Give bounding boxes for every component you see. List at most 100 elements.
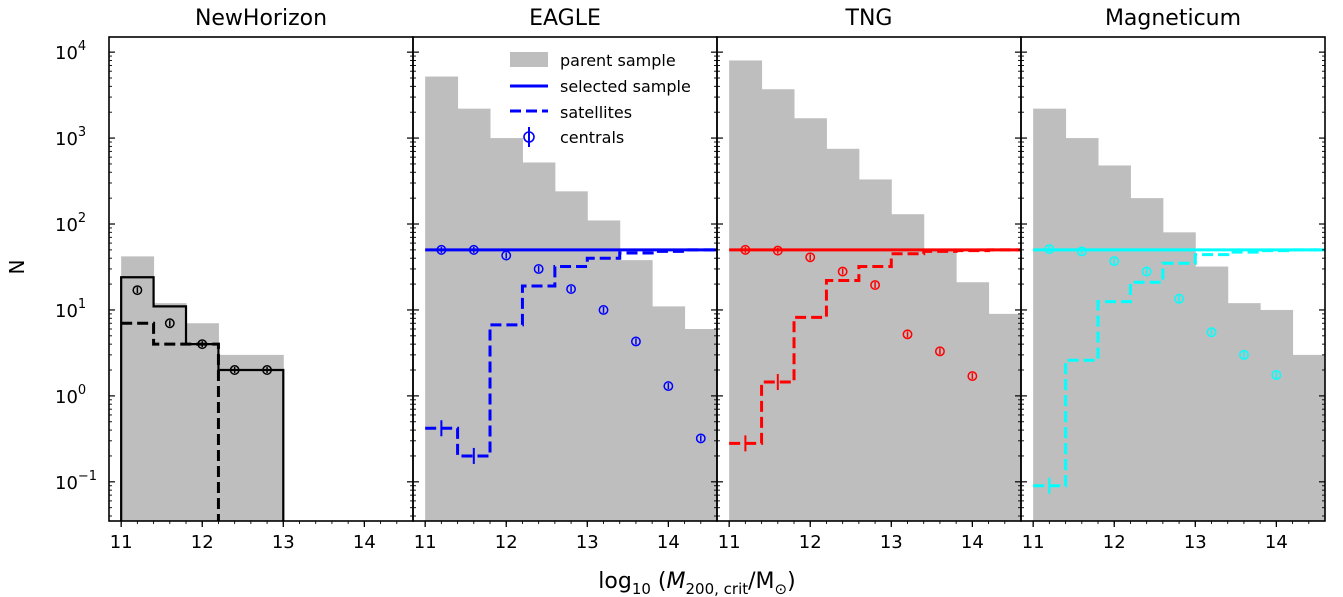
y-tick-label: 10−1 bbox=[55, 469, 97, 494]
parent-sample-bar bbox=[619, 260, 653, 521]
parent-sample-bar bbox=[1033, 108, 1067, 521]
x-tick-label: 12 bbox=[495, 532, 518, 553]
parent-sample-bar bbox=[1292, 354, 1326, 521]
y-tick-label: 100 bbox=[55, 383, 86, 408]
panel-title: TNG bbox=[845, 6, 893, 31]
parent-sample-bar bbox=[1260, 309, 1294, 521]
x-tick-label: 12 bbox=[1103, 532, 1126, 553]
central-marker bbox=[1238, 349, 1249, 360]
legend-parent-label: parent sample bbox=[560, 51, 676, 70]
parent-sample-bar bbox=[1195, 266, 1229, 521]
x-tick-label: 14 bbox=[961, 532, 984, 553]
central-marker bbox=[1206, 327, 1217, 338]
panel-title: Magneticum bbox=[1105, 6, 1241, 31]
x-axis-label: log10 (M200, crit/M⊙) bbox=[598, 569, 795, 597]
parent-sample-bar bbox=[761, 89, 795, 521]
panel-magneticum: Magneticum 11 12 13 14 bbox=[1020, 6, 1326, 553]
central-marker bbox=[870, 280, 881, 290]
satellites-line bbox=[121, 321, 220, 521]
y-tick-label: 104 bbox=[55, 39, 86, 64]
parent-sample-bar bbox=[587, 220, 621, 522]
panel-title: NewHorizon bbox=[195, 6, 327, 31]
parent-sample-bar bbox=[956, 282, 990, 521]
central-marker bbox=[1109, 256, 1120, 267]
central-marker bbox=[837, 266, 848, 277]
parent-sample-bar bbox=[425, 76, 459, 522]
legend: parent sample selected sample satellites… bbox=[510, 51, 691, 147]
central-marker bbox=[1076, 246, 1087, 257]
panels: NewHorizon 11 12 13 14 104 103 102 101 100 10−1 EAG… bbox=[55, 6, 1326, 553]
x-tick-label: 13 bbox=[272, 532, 295, 553]
central-marker bbox=[934, 346, 945, 357]
parent-sample-bar bbox=[826, 148, 860, 521]
satellites-line bbox=[1033, 248, 1325, 488]
parent-sample-bar bbox=[250, 354, 284, 521]
central-marker bbox=[1174, 293, 1185, 304]
parent-sample-bar bbox=[522, 162, 556, 522]
central-marker bbox=[1141, 266, 1152, 277]
parent-sample-bar bbox=[1162, 232, 1196, 521]
legend-selected-label: selected sample bbox=[560, 77, 691, 96]
central-marker bbox=[967, 371, 978, 382]
central-marker bbox=[533, 263, 544, 274]
y-axis-label: N bbox=[5, 260, 29, 275]
central-marker bbox=[598, 304, 609, 315]
central-marker bbox=[740, 244, 751, 255]
parent-sample-bar bbox=[218, 354, 252, 521]
panel-newhorizon: NewHorizon 11 12 13 14 104 103 102 101 100 10−1 bbox=[55, 6, 414, 553]
central-marker bbox=[436, 244, 447, 255]
satellites-line bbox=[425, 248, 717, 458]
central-marker bbox=[1044, 244, 1055, 255]
parent-sample-bar bbox=[554, 191, 588, 521]
parent-sample-bar bbox=[891, 214, 925, 522]
parent-sample-bar bbox=[1227, 303, 1261, 521]
x-tick-label: 11 bbox=[110, 532, 133, 553]
x-tick-label: 12 bbox=[799, 532, 822, 553]
y-tick-label: 103 bbox=[55, 125, 86, 150]
panel-tng: TNG 11 12 13 14 bbox=[716, 6, 1022, 553]
central-marker bbox=[902, 329, 913, 340]
parent-sample-bar bbox=[1130, 198, 1164, 521]
parent-sample-bar bbox=[858, 179, 892, 522]
central-marker bbox=[772, 245, 783, 256]
parent-sample-bar bbox=[684, 329, 718, 521]
central-marker bbox=[695, 433, 706, 444]
parent-sample-bar bbox=[186, 323, 219, 521]
parent-sample-bar bbox=[988, 313, 1022, 521]
central-marker bbox=[262, 365, 273, 375]
parent-sample-bar bbox=[729, 60, 763, 522]
central-marker bbox=[468, 244, 479, 255]
x-tick-label: 13 bbox=[1184, 532, 1207, 553]
central-marker bbox=[197, 339, 208, 350]
y-tick-label: 102 bbox=[55, 211, 86, 236]
parent-sample-bar bbox=[153, 303, 187, 521]
central-marker bbox=[164, 318, 175, 329]
parent-sample-bar bbox=[652, 306, 686, 521]
parent-sample-bar bbox=[490, 138, 523, 521]
x-tick-label: 12 bbox=[191, 532, 214, 553]
parent-sample-bar bbox=[1065, 138, 1099, 521]
central-marker bbox=[1271, 370, 1282, 380]
parent-sample-bar bbox=[121, 256, 155, 521]
central-marker bbox=[566, 284, 577, 295]
central-marker bbox=[630, 336, 641, 347]
legend-satellites-label: satellites bbox=[560, 103, 632, 122]
parent-sample-bar bbox=[923, 249, 957, 522]
x-tick-label: 11 bbox=[718, 532, 741, 553]
central-marker bbox=[663, 381, 674, 392]
x-tick-label: 11 bbox=[414, 532, 437, 553]
central-marker bbox=[501, 250, 512, 261]
panel-eagle: EAGLE 11 12 13 14 bbox=[412, 6, 718, 553]
x-tick-label: 14 bbox=[657, 532, 680, 553]
legend-centrals-label: centrals bbox=[560, 128, 624, 147]
x-tick-label: 14 bbox=[353, 532, 376, 553]
legend-parent-swatch bbox=[510, 52, 548, 67]
x-tick-label: 11 bbox=[1022, 532, 1045, 553]
central-marker bbox=[805, 252, 816, 263]
x-tick-label: 13 bbox=[576, 532, 599, 553]
y-tick-label: 101 bbox=[55, 297, 86, 322]
panel-title: EAGLE bbox=[529, 6, 601, 31]
central-marker bbox=[229, 365, 240, 375]
x-tick-label: 13 bbox=[880, 532, 903, 553]
